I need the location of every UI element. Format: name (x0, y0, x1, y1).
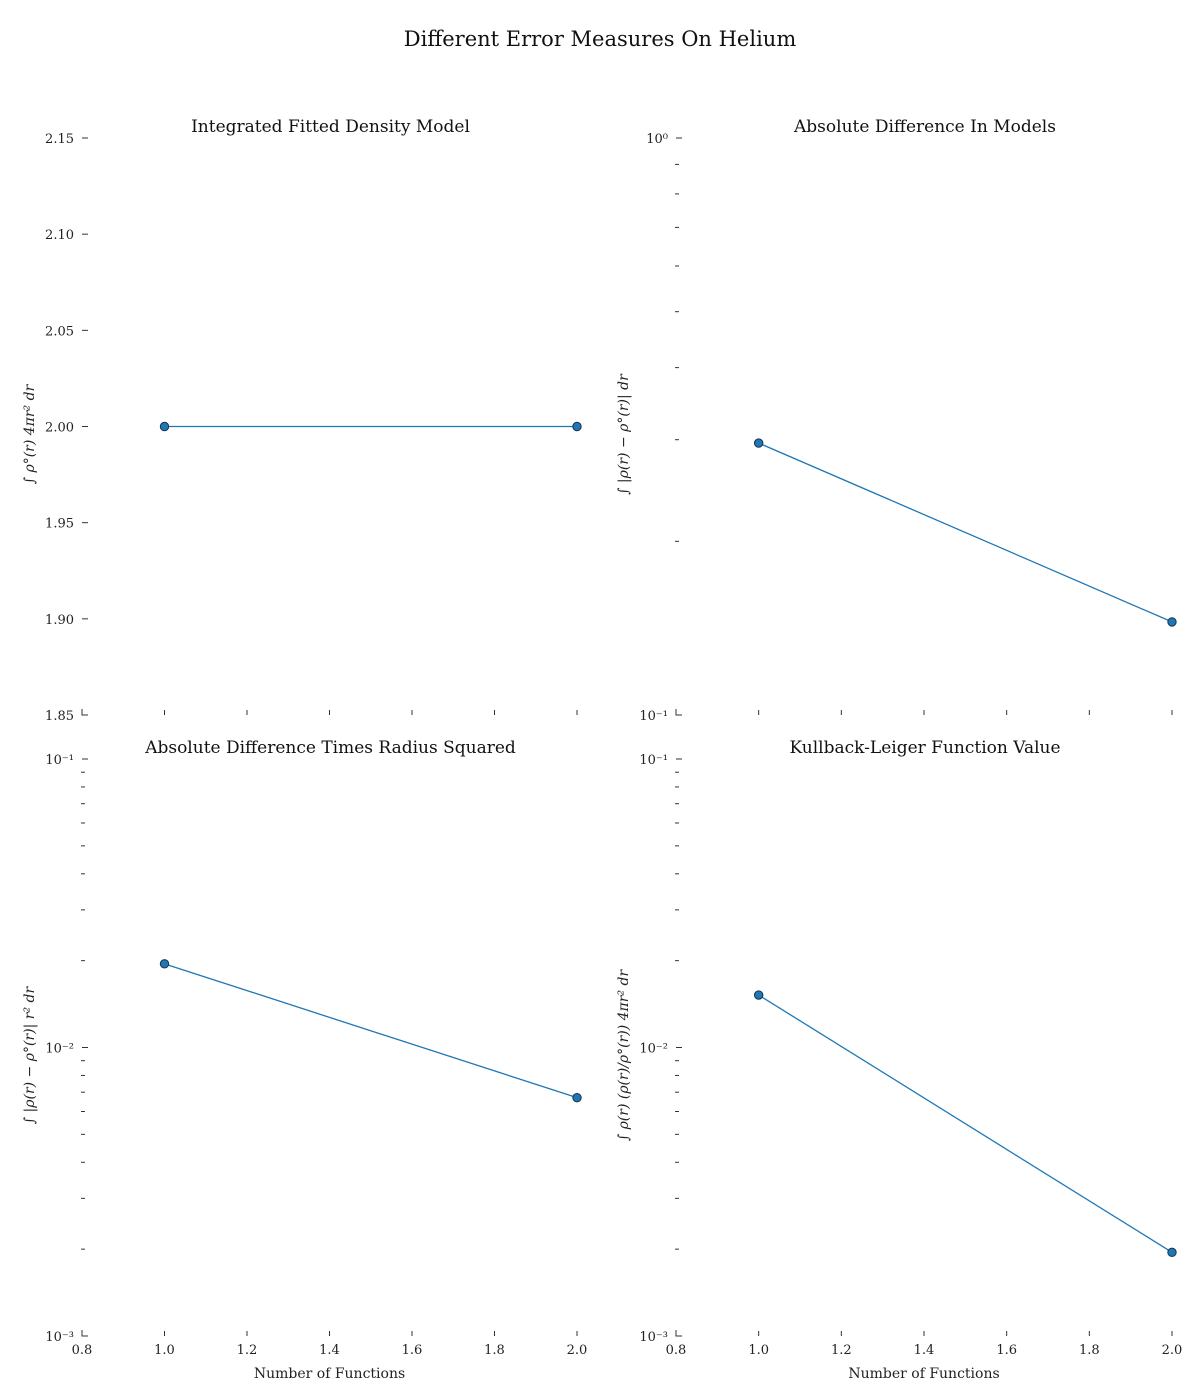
x-tick-label: 2.0 (1162, 1343, 1183, 1358)
y-tick-label: 10⁰ (646, 132, 668, 147)
y-tick-label: 10⁻¹ (639, 709, 668, 724)
data-point (753, 990, 764, 1000)
y-axis-label: ∫ ρ°(r) 4πr² dr (22, 383, 38, 484)
figure-title: Different Error Measures On Helium (404, 27, 797, 51)
x-axis-label: Number of Functions (848, 1366, 999, 1382)
y-tick-label: 10⁻¹ (45, 753, 74, 768)
x-tick-label: 1.2 (831, 1343, 852, 1358)
y-tick-label: 2.05 (45, 324, 74, 339)
data-point (1167, 1247, 1177, 1258)
x-tick-label: 1.6 (402, 1343, 423, 1358)
y-tick-label: 2.15 (45, 132, 74, 147)
y-tick-label: 10⁻³ (639, 1330, 668, 1345)
panel-title: Absolute Difference Times Radius Squared (144, 738, 516, 758)
x-tick-label: 0.8 (666, 1343, 687, 1358)
x-tick-label: 0.8 (72, 1343, 93, 1358)
y-tick-label: 2.10 (45, 228, 74, 243)
panels: Integrated Fitted Density Model 1.85 1.90 1… (22, 117, 1182, 1382)
axis-corner (675, 1330, 682, 1337)
chart-panel-3: Absolute Difference Times Radius Squared… (22, 738, 587, 1382)
y-tick-label: 10⁻³ (45, 1330, 74, 1345)
y-axis-label: ∫ |ρ(r) − ρ°(r)| dr (616, 373, 632, 495)
y-tick-label: 1.95 (45, 517, 74, 532)
x-axis-label: Number of Functions (254, 1366, 405, 1382)
chart-panel-1: Integrated Fitted Density Model 1.85 1.90 1… (22, 117, 582, 724)
axis-corner (675, 709, 682, 716)
x-tick-label: 1.6 (996, 1343, 1017, 1358)
y-tick-label: 10⁻² (45, 1042, 74, 1057)
y-tick-label: 2.00 (45, 421, 74, 436)
y-tick-label: 1.90 (45, 613, 74, 628)
y-tick-label: 1.85 (45, 709, 74, 724)
data-point (753, 438, 764, 448)
x-tick-label: 1.4 (914, 1343, 935, 1358)
series-line (758, 442, 1173, 623)
panel-title: Absolute Difference In Models (793, 117, 1056, 137)
chart-panel-4: Kullback-Leiger Function Value 0.8 1.0 1.2 1… (616, 738, 1182, 1382)
y-tick-label: 10⁻² (639, 1042, 668, 1057)
x-tick-label: 1.0 (748, 1343, 769, 1358)
panel-title: Integrated Fitted Density Model (191, 117, 470, 137)
x-tick-label: 1.8 (484, 1343, 505, 1358)
data-point (159, 959, 170, 969)
x-tick-label: 1.0 (154, 1343, 175, 1358)
x-tick-label: 2.0 (567, 1343, 588, 1358)
series-line (758, 994, 1173, 1253)
axis-corner (81, 1330, 88, 1337)
data-point (572, 421, 582, 432)
x-tick-label: 1.8 (1079, 1343, 1100, 1358)
axis-corner (81, 709, 88, 716)
data-point (1167, 617, 1177, 627)
y-axis-label: ∫ |ρ(r) − ρ°(r)| r² dr (22, 986, 38, 1125)
y-axis-label: ∫ ρ(r) (ρ(r)/ρ°(r)) 4πr² dr (616, 969, 632, 1142)
panel-title: Kullback-Leiger Function Value (789, 738, 1060, 758)
series-line (164, 963, 578, 1099)
data-point (572, 1092, 582, 1103)
x-tick-label: 1.4 (319, 1343, 340, 1358)
chart-panel-2: Absolute Difference In Models 10⁻¹ 10⁰ ∫ |ρ… (616, 117, 1177, 724)
data-point (159, 421, 170, 432)
x-tick-label: 1.2 (237, 1343, 258, 1358)
y-tick-label: 10⁻¹ (639, 753, 668, 768)
